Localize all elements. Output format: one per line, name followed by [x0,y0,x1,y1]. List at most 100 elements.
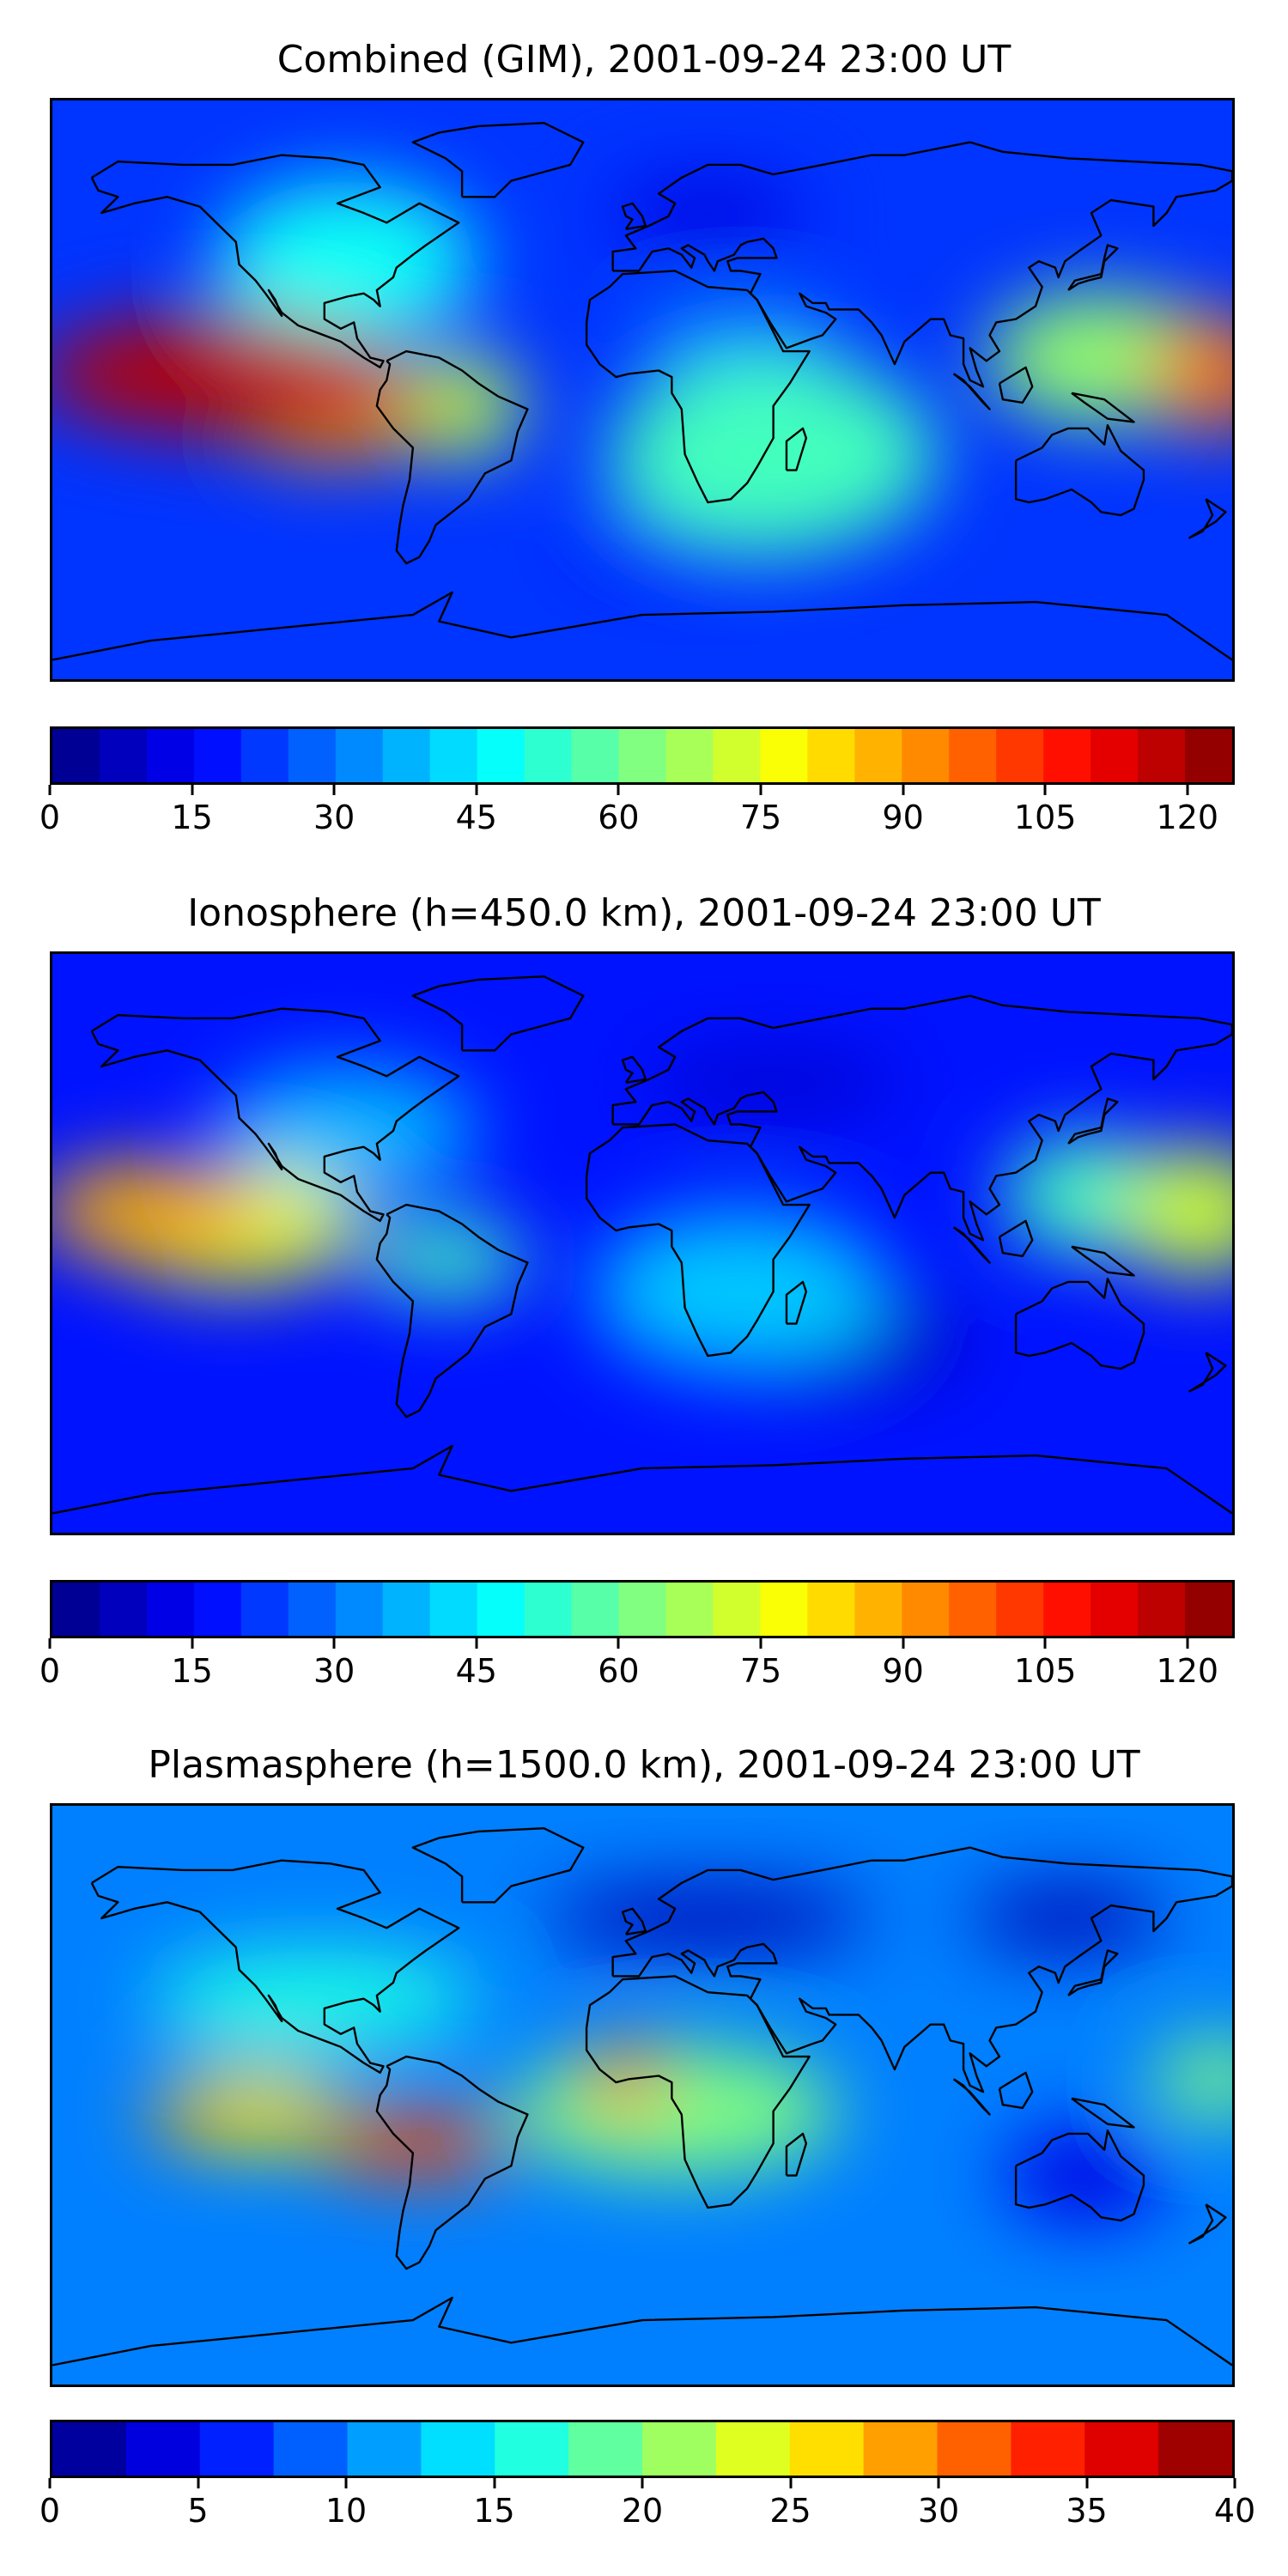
colorbar-tick [48,2478,52,2488]
colorbar-tick [1043,785,1047,795]
field-anomaly [403,354,521,458]
field-anomaly [609,180,806,246]
coastline [611,994,1232,1242]
coastline [1071,392,1135,423]
colorbar-level [52,1583,100,1636]
coastline [621,1907,647,1935]
colorbar-tick-label: 30 [313,799,355,836]
coastlines [52,1826,1232,2366]
coastline [952,1226,991,1264]
field-anomaly [150,2101,216,2141]
colorbar-tick-label: 45 [455,1652,497,1690]
colorbar-tick-label: 15 [473,2492,515,2530]
coastline [411,975,585,1052]
colorbar-tick [344,2478,348,2488]
map-svg-combined [52,100,1232,679]
colorbar-level [789,2422,865,2476]
colorbar-level [618,1583,667,1636]
colorbar-level [618,729,667,782]
field-anomaly [216,1066,479,1195]
coastline [1014,1278,1145,1370]
coastline [585,1123,811,1358]
colorbar-tick-label: 90 [882,799,924,836]
colorbar-tick [789,2478,792,2488]
coastline [375,2055,529,2270]
colorbar-level [524,729,573,782]
field-anomaly [52,315,397,432]
colorbar-level [807,729,855,782]
colorbar-level [1138,729,1186,782]
colorbar-level [125,2422,201,2476]
colorbar-level [477,729,526,782]
coastline [1014,424,1145,517]
colorbar-level [949,1583,997,1636]
colorbar-level [807,1583,855,1636]
colorbar-level [568,2422,643,2476]
colorbar-level [713,1583,761,1636]
colorbar-plasmasphere [50,2420,1235,2478]
colorbar-level [429,729,478,782]
colorbar-ionosphere [50,1580,1235,1638]
coastline [998,1219,1034,1258]
colorbar-level [1091,729,1139,782]
colorbar-tick-label: 30 [917,2492,960,2530]
coastline [1067,1949,1119,1996]
colorbar-level [421,2422,495,2476]
colorbar-tick [641,2478,644,2488]
colorbar-level [429,1583,478,1636]
colorbar-level [288,729,337,782]
coastline [1014,2129,1145,2222]
field-anomaly [1002,2127,1167,2224]
coastline [611,1846,1232,2093]
colorbar-level [146,729,195,782]
colorbar-tick [197,2478,199,2488]
field-anomaly [1150,315,1232,432]
coastline [52,1444,1232,1515]
colorbar-tick-label: 20 [621,2492,664,2530]
colorbar-tick [1085,2478,1088,2488]
colorbar-ticks-ionosphere: 0 15 30 45 60 75 90 105 120 [39,1638,1235,1690]
field-anomaly [969,1886,1167,1951]
colorbar-tick [617,1638,620,1649]
colorbar-tick [1186,785,1189,795]
coastline [1188,2203,1227,2245]
colorbar-tick [902,1638,905,1649]
coastline [90,1859,460,2075]
coastline [90,154,460,369]
colorbar-level [571,729,620,782]
colorbar-tick [48,1638,52,1649]
field-anomaly [52,1163,266,1260]
colorbar-level [1185,729,1232,782]
colorbar-level [524,1583,573,1636]
colorbar-level [495,2422,569,2476]
coastline [1071,1245,1135,1277]
colorbar-level [713,729,761,782]
colorbar-level [571,1583,620,1636]
panel-title-ionosphere: Ionosphere (h=450.0 km), 2001-09-24 23:0… [187,891,1101,935]
colorbar-level [1138,1583,1186,1636]
coastline [1067,1097,1119,1145]
colorbar-level [193,1583,242,1636]
coastline [785,1280,808,1325]
colorbar-tick-label: 0 [39,1652,61,1690]
colorbar-level [996,729,1044,782]
field-anomaly [592,1211,889,1372]
colorbar-tick-label: 60 [598,799,640,836]
colorbar-level [902,729,950,782]
coastline [785,2132,808,2177]
colorbar-tick-label: 25 [769,2492,811,2530]
colorbar-tick-label: 120 [1156,1652,1219,1690]
colorbar-level [665,1583,714,1636]
colorbar-ticks-combined: 0 15 30 45 60 75 90 105 120 [39,785,1235,836]
coastline [585,270,811,504]
map-svg-ionosphere [52,954,1232,1533]
colorbar-tick [191,1638,194,1649]
colorbar-tick [937,2478,940,2488]
coastline [998,2071,1034,2110]
colorbar-level [1084,2422,1159,2476]
map-plasmasphere [50,1803,1235,2387]
colorbar-svg-ionosphere [52,1583,1232,1636]
colorbar-level [949,729,997,782]
colorbar-svg-combined [52,729,1232,782]
colorbar-level [99,729,148,782]
